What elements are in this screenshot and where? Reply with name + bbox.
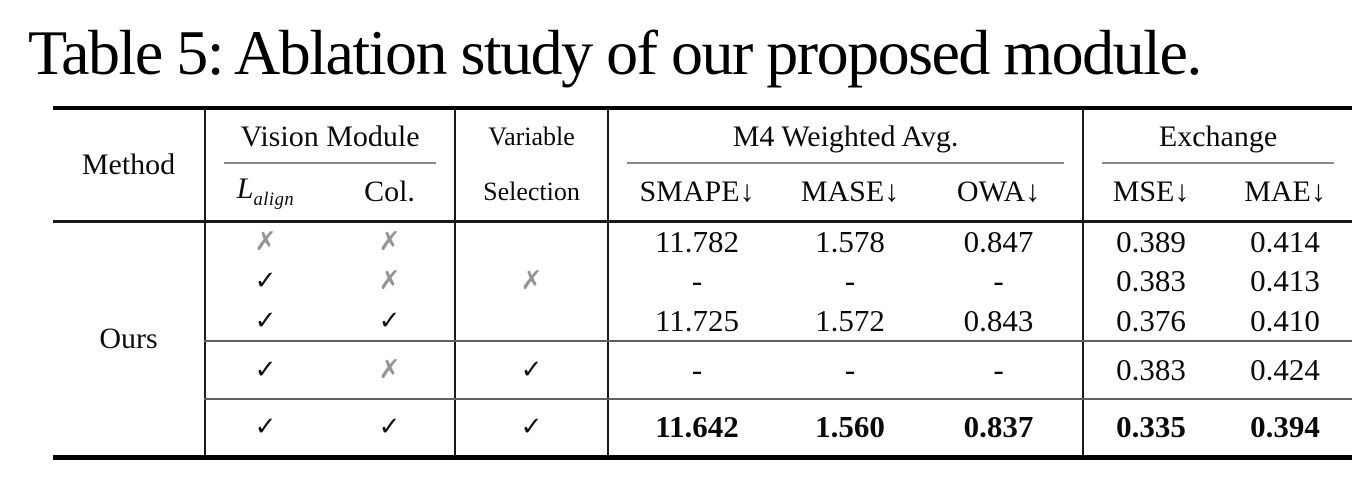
cell-row3-owa: 0.843 [915, 301, 1084, 342]
cell-row4-mae: 0.424 [1218, 341, 1353, 400]
header-row-groups: Method Vision Module Variable M4 Weighte… [53, 108, 1353, 223]
cell-row3-mase: 1.572 [785, 301, 916, 342]
mark-row5-col: ✓ [378, 412, 401, 443]
header-method: Method [53, 108, 205, 223]
header-mae: MAE↓ [1218, 164, 1353, 223]
table-row: ✓ ✓ 11.725 1.572 0.843 0.376 0.410 [53, 301, 1353, 342]
header-mse: MSE↓ [1082, 164, 1219, 223]
mark-rows1to3-selection: ✗ [454, 221, 609, 342]
header-col: Col. [325, 164, 456, 223]
header-vision-module-label: Vision Module [224, 120, 437, 164]
header-exchange: Exchange [1082, 108, 1353, 164]
mark-row4-col: ✗ [325, 341, 456, 400]
mark-row5-l-align: ✓ [204, 399, 325, 457]
cell-row4-mse: 0.383 [1082, 341, 1219, 400]
cell-row4-mase: - [785, 341, 916, 400]
header-selection: Selection [454, 164, 609, 223]
cell-row1-mase: 1.578 [815, 223, 885, 259]
mark-row4-selection: ✓ [454, 341, 609, 400]
table-row-best: ✓ ✓ ✓ 11.642 1.560 0.837 0.335 0.394 [53, 399, 1352, 457]
cell-row4-smape: - [607, 341, 786, 400]
mark-row2-l-align: ✓ [204, 261, 325, 301]
cell-row5-mase: 1.560 [815, 409, 885, 445]
cell-row1-mse: 0.389 [1082, 221, 1219, 261]
mark-row3-col: ✓ [325, 301, 456, 342]
cell-row1-mae: 0.414 [1250, 223, 1320, 259]
header-owa: OWA↓ [915, 164, 1084, 223]
cell-row1-owa: 0.847 [963, 223, 1034, 259]
ablation-table-wrap: Method Vision Module Variable M4 Weighte… [53, 106, 1353, 460]
cell-row5-smape: 11.642 [607, 399, 786, 457]
header-row-columns: Lalign Col. Selection SMAPE↓ MASE↓ OWA↓ … [53, 164, 1353, 223]
table-row: ✓ ✗ - - - 0.383 0.413 [53, 261, 1352, 301]
mark-row1-l-align: ✗ [204, 221, 325, 261]
cell-row2-mse: 0.383 [1082, 261, 1219, 301]
cell-row5-mse: 0.335 [1082, 399, 1219, 457]
table-row: ✓ ✗ ✓ - - - 0.383 0.424 [53, 341, 1353, 400]
cell-row1-smape: 11.782 [607, 221, 786, 261]
l-align-symbol: L [236, 172, 254, 206]
mark-row4-l-align: ✓ [204, 341, 325, 400]
cell-row2-owa: - [993, 263, 1004, 298]
cell-row5-owa: 0.837 [963, 409, 1034, 445]
mark-row2-col: ✗ [378, 266, 401, 296]
cell-row3-smape: 11.725 [607, 301, 786, 342]
header-mase: MASE↓ [785, 164, 916, 223]
header-vision-module: Vision Module [203, 108, 456, 164]
cell-row5-mae: 0.394 [1250, 409, 1320, 445]
header-l-align: Lalign [204, 164, 325, 223]
table-caption: Table 5: Ablation study of our proposed … [28, 17, 1202, 88]
header-exchange-label: Exchange [1102, 120, 1335, 164]
mark-row3-l-align: ✓ [204, 301, 325, 342]
method-label: Ours [99, 321, 158, 355]
header-m4-weighted-avg-label: M4 Weighted Avg. [627, 120, 1065, 164]
cell-row3-mse: 0.376 [1082, 301, 1219, 342]
mark-row5-selection: ✓ [454, 399, 609, 457]
header-m4-weighted-avg: M4 Weighted Avg. [607, 108, 1084, 164]
table-row: Ours ✗ ✗ ✗ 11.782 1.578 0.847 0.389 0.41… [53, 221, 1352, 355]
header-smape: SMAPE↓ [607, 164, 786, 223]
cell-row2-mase: - [844, 263, 856, 298]
l-align-subscript: align [253, 189, 295, 211]
mark-row1-col: ✗ [378, 226, 401, 257]
header-variable: Variable [454, 108, 609, 164]
cell-row2-mae: 0.413 [1250, 263, 1320, 298]
ablation-table: Method Vision Module Variable M4 Weighte… [53, 106, 1353, 460]
cell-row2-smape: - [607, 261, 786, 301]
cell-row4-owa: - [915, 341, 1084, 400]
cell-row3-mae: 0.410 [1218, 301, 1353, 342]
